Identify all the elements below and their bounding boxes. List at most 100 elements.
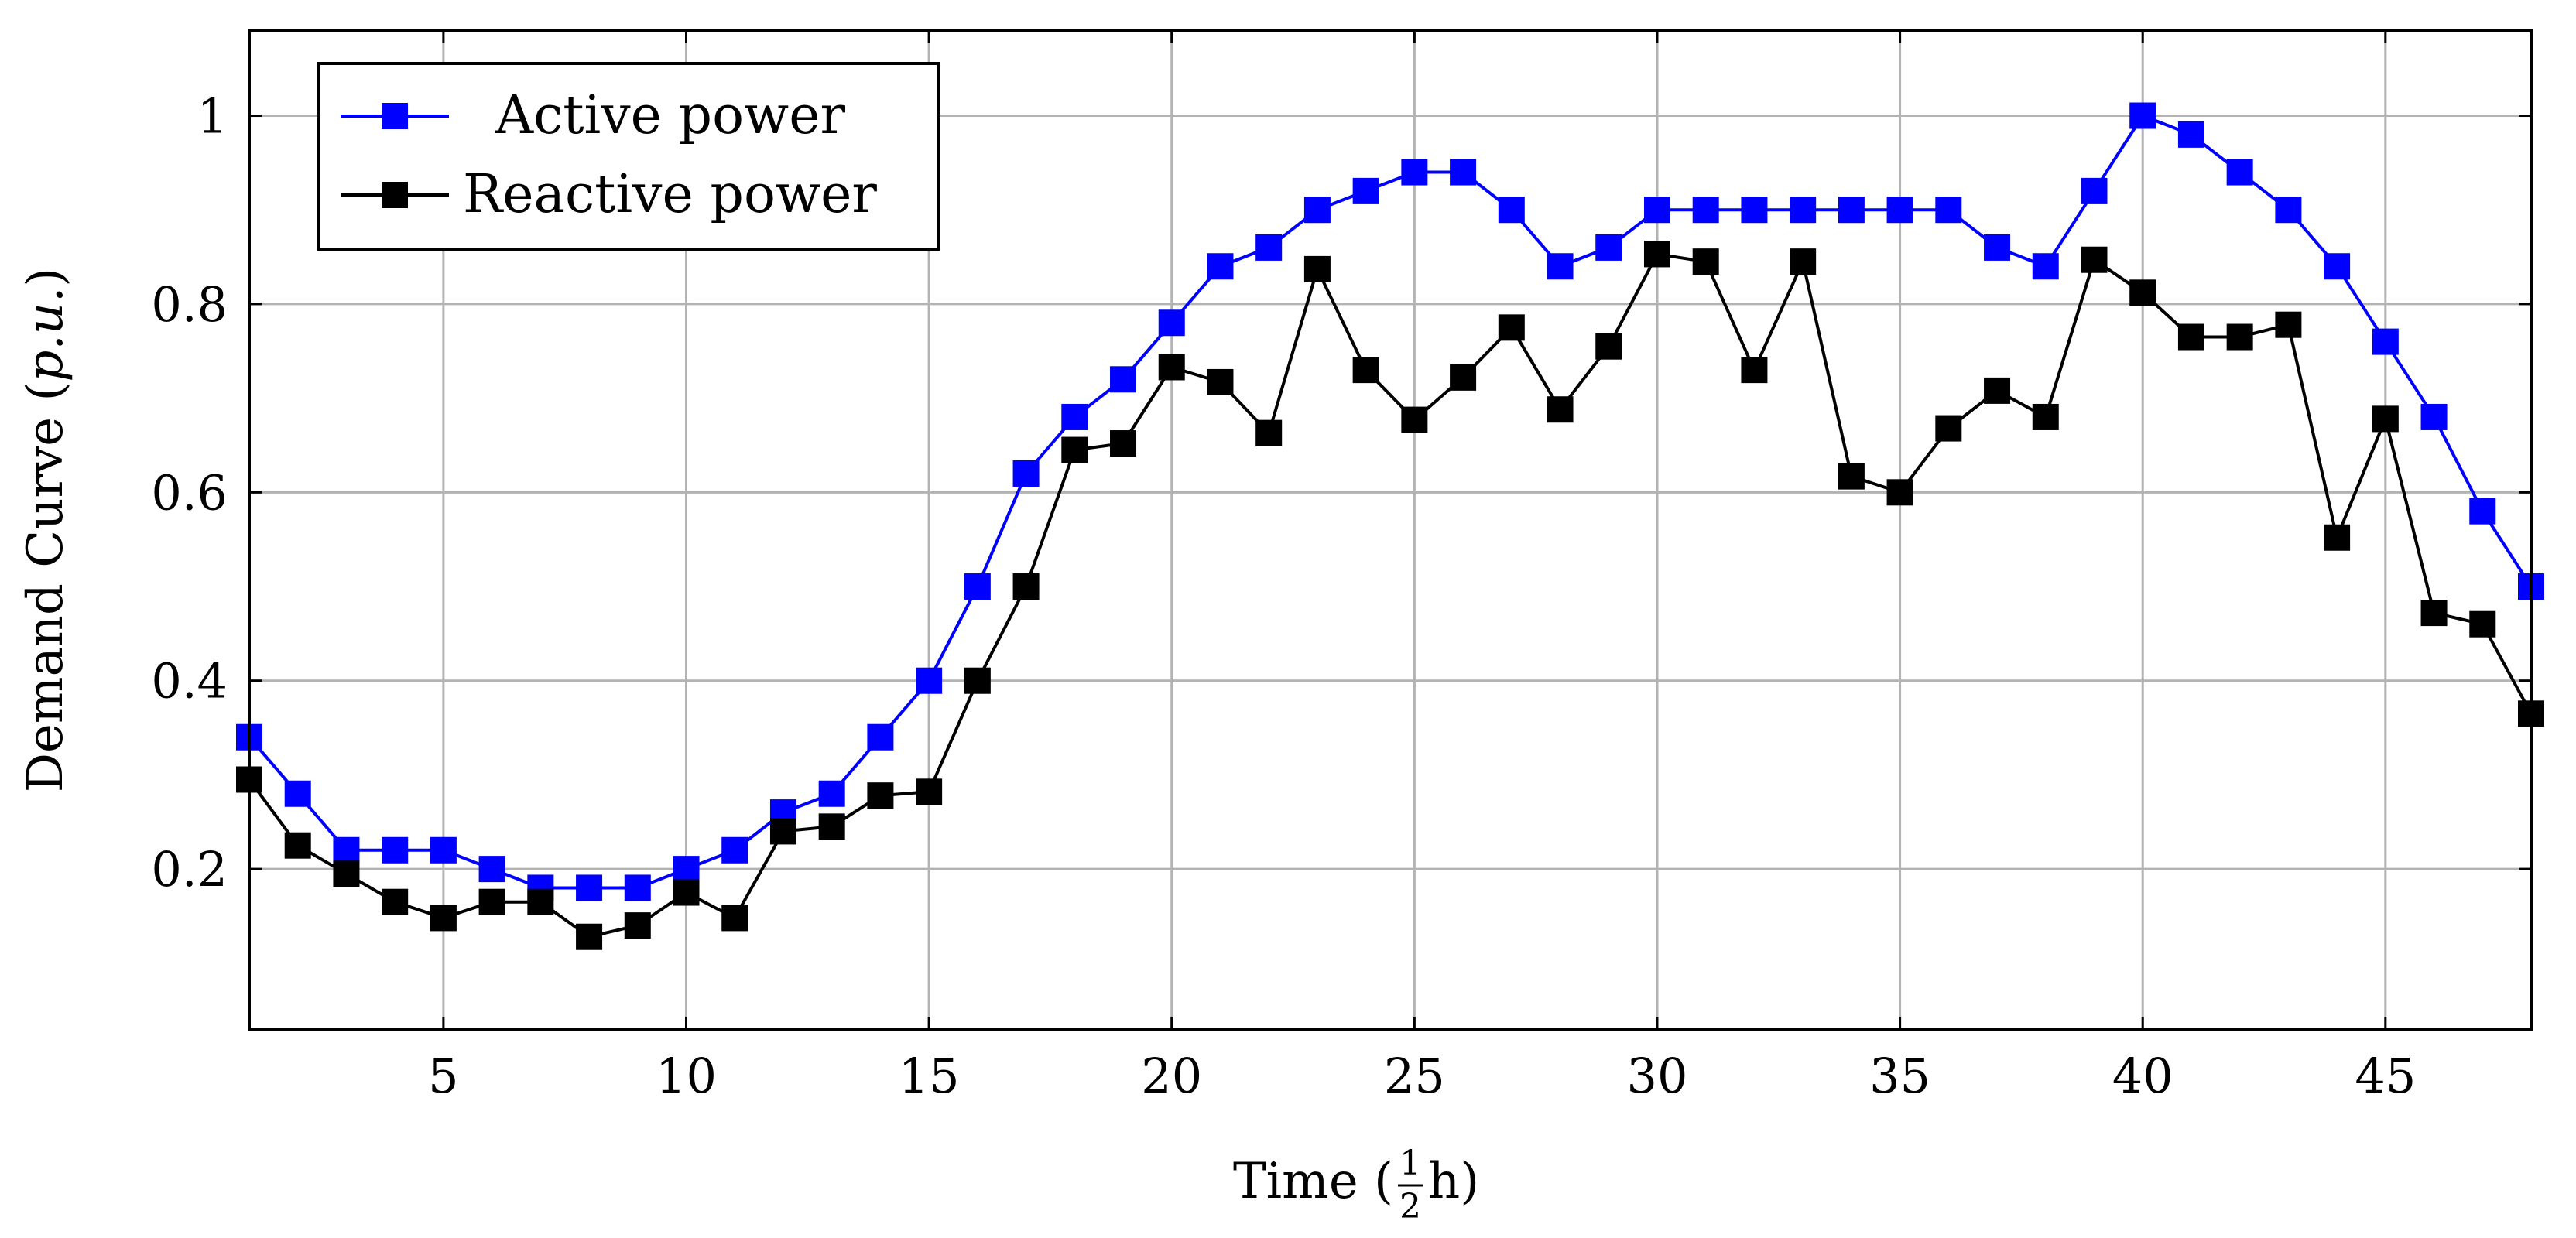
data-point-reactive-power [1498, 314, 1525, 341]
data-point-reactive-power [1401, 406, 1428, 433]
data-point-active-power [2129, 102, 2156, 129]
legend-entry-active-power: Active power [341, 85, 845, 146]
data-point-reactive-power [624, 912, 651, 939]
data-point-active-power [1352, 177, 1379, 204]
data-point-reactive-power [1255, 419, 1283, 446]
data-point-active-power [916, 667, 943, 694]
y-tick-label: 0.8 [151, 276, 228, 333]
x-axis-title-text: Time ( [1233, 1153, 1393, 1210]
data-point-reactive-power [1790, 248, 1817, 275]
legend: Active power Reactive power [317, 62, 940, 251]
data-point-active-power [818, 780, 845, 807]
data-point-reactive-power [382, 888, 409, 915]
legend-label-reactive-power: Reactive power [463, 164, 877, 225]
x-tick-label: 40 [2112, 1048, 2174, 1104]
data-point-reactive-power [2420, 600, 2448, 627]
data-point-reactive-power [527, 888, 554, 915]
data-point-active-power [2324, 253, 2351, 280]
data-point-active-power [382, 836, 409, 864]
x-tick-label: 25 [1384, 1048, 1445, 1104]
data-point-active-power [2081, 177, 2108, 204]
data-point-active-power [673, 856, 700, 883]
data-point-active-power [1255, 234, 1283, 261]
data-point-reactive-power [2226, 323, 2253, 351]
data-point-reactive-power [2469, 610, 2496, 638]
y-tick-label: 1 [197, 88, 228, 145]
data-point-active-power [478, 856, 505, 883]
legend-marker-reactive-power [382, 182, 408, 208]
data-point-reactive-power [1352, 357, 1379, 384]
data-point-active-power [1061, 403, 1088, 430]
legend-marker-active-power [382, 103, 408, 129]
data-point-active-power [1547, 253, 1574, 280]
data-point-active-power [1984, 234, 2011, 261]
series-active-power [236, 102, 2544, 901]
tick-labels: 5 10 15 20 25 30 35 40 45 0.2 0.4 0.6 0.8 1 [151, 31, 2531, 1104]
data-point-reactive-power [430, 905, 457, 932]
legend-entry-reactive-power: Reactive power [341, 164, 877, 225]
data-point-reactive-power [673, 879, 700, 906]
data-point-active-power [576, 874, 603, 901]
data-point-reactive-power [576, 923, 603, 950]
data-point-reactive-power [1984, 377, 2011, 404]
data-point-active-power [1838, 197, 1865, 224]
data-point-reactive-power [916, 778, 943, 805]
data-point-reactive-power [1012, 573, 1040, 600]
data-point-active-power [867, 723, 894, 751]
data-point-active-power [1207, 253, 1234, 280]
y-axis-title-close: ) [17, 268, 74, 287]
legend-box [317, 62, 940, 251]
data-point-reactive-power [1158, 354, 1185, 381]
data-point-active-power [1498, 197, 1525, 224]
data-point-active-power [1595, 234, 1622, 261]
data-point-active-power [1110, 366, 1137, 393]
data-point-active-power [964, 573, 991, 600]
data-point-reactive-power [1692, 248, 1719, 275]
x-tick-label: 45 [2355, 1048, 2416, 1104]
data-point-reactive-power [964, 667, 991, 694]
x-axis-title-suffix: h) [1428, 1153, 1479, 1210]
data-point-reactive-power [2129, 279, 2156, 306]
x-axis-fraction-numerator: 1 [1399, 1144, 1421, 1183]
data-point-active-power [1303, 197, 1331, 224]
x-tick-label: 5 [428, 1048, 458, 1104]
data-point-active-power [1741, 197, 1768, 224]
x-axis-fraction-denominator: 2 [1399, 1187, 1421, 1226]
data-point-reactive-power [1207, 368, 1234, 395]
data-point-active-power [1692, 197, 1719, 224]
x-tick-label: 15 [899, 1048, 960, 1104]
x-tick-label: 35 [1869, 1048, 1930, 1104]
y-tick-label: 0.4 [151, 653, 228, 710]
data-point-active-power [2177, 121, 2204, 148]
data-point-reactive-power [1643, 241, 1670, 268]
data-point-active-power [1935, 197, 1962, 224]
data-point-reactive-power [1886, 479, 1913, 506]
x-tick-label: 10 [656, 1048, 717, 1104]
series-reactive-power [236, 241, 2544, 950]
data-point-reactive-power [1110, 430, 1137, 457]
data-point-active-power [1790, 197, 1817, 224]
data-point-active-power [284, 780, 311, 807]
data-point-reactive-power [2324, 524, 2351, 551]
y-axis-title: Demand Curve (p.u.) [17, 268, 74, 793]
data-point-reactive-power [284, 832, 311, 859]
series-group [236, 102, 2544, 950]
data-point-reactive-power [1547, 396, 1574, 423]
series-line-reactive-power [248, 252, 2533, 939]
data-point-reactive-power [1595, 333, 1622, 360]
data-point-active-power [430, 836, 457, 864]
data-point-reactive-power [2081, 246, 2108, 273]
data-point-reactive-power [769, 818, 796, 845]
data-point-reactive-power [721, 905, 748, 932]
data-point-reactive-power [1838, 463, 1865, 490]
data-point-active-power [1401, 159, 1428, 186]
data-point-reactive-power [2372, 405, 2399, 433]
y-tick-label: 0.6 [151, 464, 228, 521]
data-point-reactive-power [867, 782, 894, 809]
data-point-active-power [2469, 498, 2496, 525]
data-point-reactive-power [478, 888, 505, 915]
data-point-reactive-power [2177, 323, 2204, 351]
y-tick-label: 0.2 [151, 841, 228, 898]
data-point-active-power [1886, 197, 1913, 224]
